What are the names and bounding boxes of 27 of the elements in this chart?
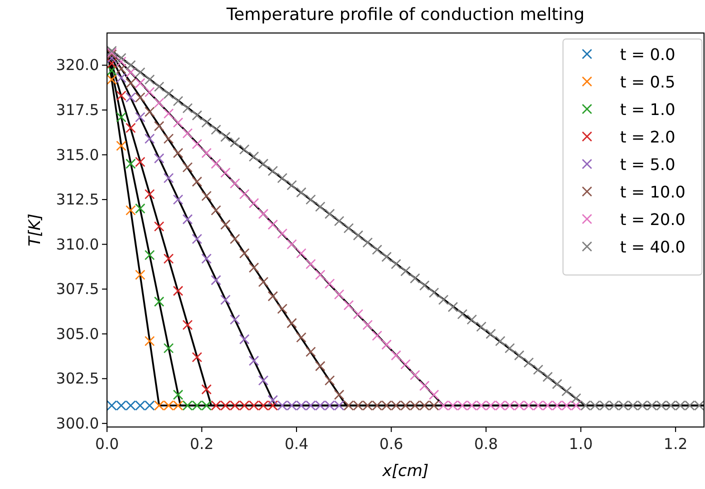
y-tick-label: 315.0 xyxy=(56,146,99,164)
y-tick-label: 320.0 xyxy=(56,56,99,74)
legend-label: t = 20.0 xyxy=(620,210,686,229)
x-tick-label: 0.0 xyxy=(95,435,119,453)
x-axis-title: x[cm] xyxy=(381,461,429,480)
y-axis-title: T[K] xyxy=(25,214,44,246)
y-tick-label: 307.5 xyxy=(56,280,99,298)
x-tick-label: 1.0 xyxy=(568,435,593,453)
legend-label: t = 0.5 xyxy=(620,72,676,92)
y-tick-label: 300.0 xyxy=(56,414,99,432)
x-tick-label: 0.6 xyxy=(379,435,404,453)
x-tick-label: 1.2 xyxy=(664,435,688,453)
x-tick-label: 0.2 xyxy=(190,435,214,453)
x-tick-label: 0.8 xyxy=(474,435,498,453)
legend-label: t = 40.0 xyxy=(620,238,686,256)
y-tick-label: 302.5 xyxy=(56,370,99,388)
chart-title: Temperature profile of conduction melting xyxy=(225,5,585,25)
legend-label: t = 5.0 xyxy=(620,155,676,174)
legend-label: t = 10.0 xyxy=(620,182,686,202)
legend-label: t = 2.0 xyxy=(620,128,676,146)
y-tick-label: 310.0 xyxy=(56,235,99,254)
x-tick-label: 0.4 xyxy=(284,435,308,453)
legend-label: t = 0.0 xyxy=(620,45,676,64)
y-tick-label: 317.5 xyxy=(56,101,99,120)
y-tick-label: 305.0 xyxy=(56,324,99,343)
legend-label: t = 1.0 xyxy=(620,100,676,119)
y-tick-label: 312.5 xyxy=(56,190,99,209)
